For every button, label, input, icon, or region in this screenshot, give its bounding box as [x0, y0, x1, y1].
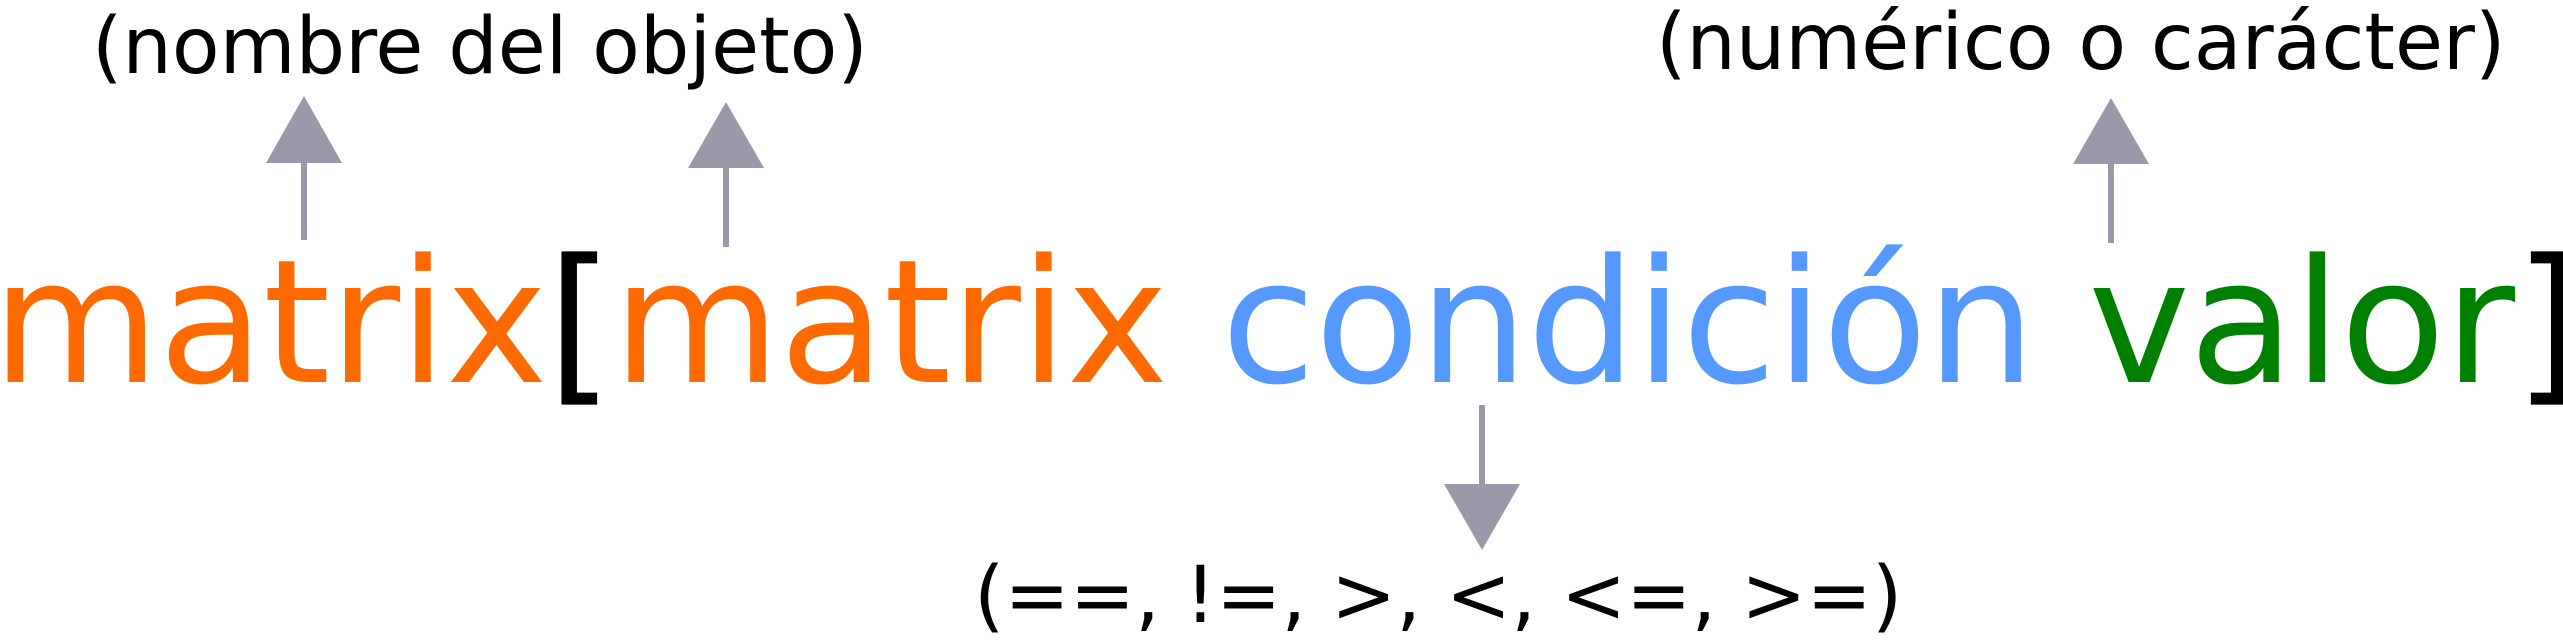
expression-condition: condición: [1221, 222, 2035, 423]
expression-value: valor: [2088, 222, 2515, 423]
arrow-up-value-icon: [2073, 98, 2149, 243]
arrow-up-object-icon: [266, 96, 342, 240]
arrow-up-inner-object-icon: [688, 102, 764, 247]
value-type-annotation: (numérico o carácter): [1656, 0, 2506, 88]
expression-close-bracket: ]: [2514, 222, 2563, 423]
object-name-annotation: (nombre del objeto): [92, 2, 868, 92]
subsetting-expression: matrix[matrix condición valor]: [0, 237, 2563, 409]
expression-object: matrix: [0, 222, 548, 423]
arrow-down-condition-icon: [1444, 405, 1520, 550]
expression-inner-object: matrix: [612, 222, 1169, 423]
expression-open-bracket: [: [546, 222, 614, 423]
operators-annotation: (==, !=, >, <, <=, >=): [974, 551, 1903, 641]
